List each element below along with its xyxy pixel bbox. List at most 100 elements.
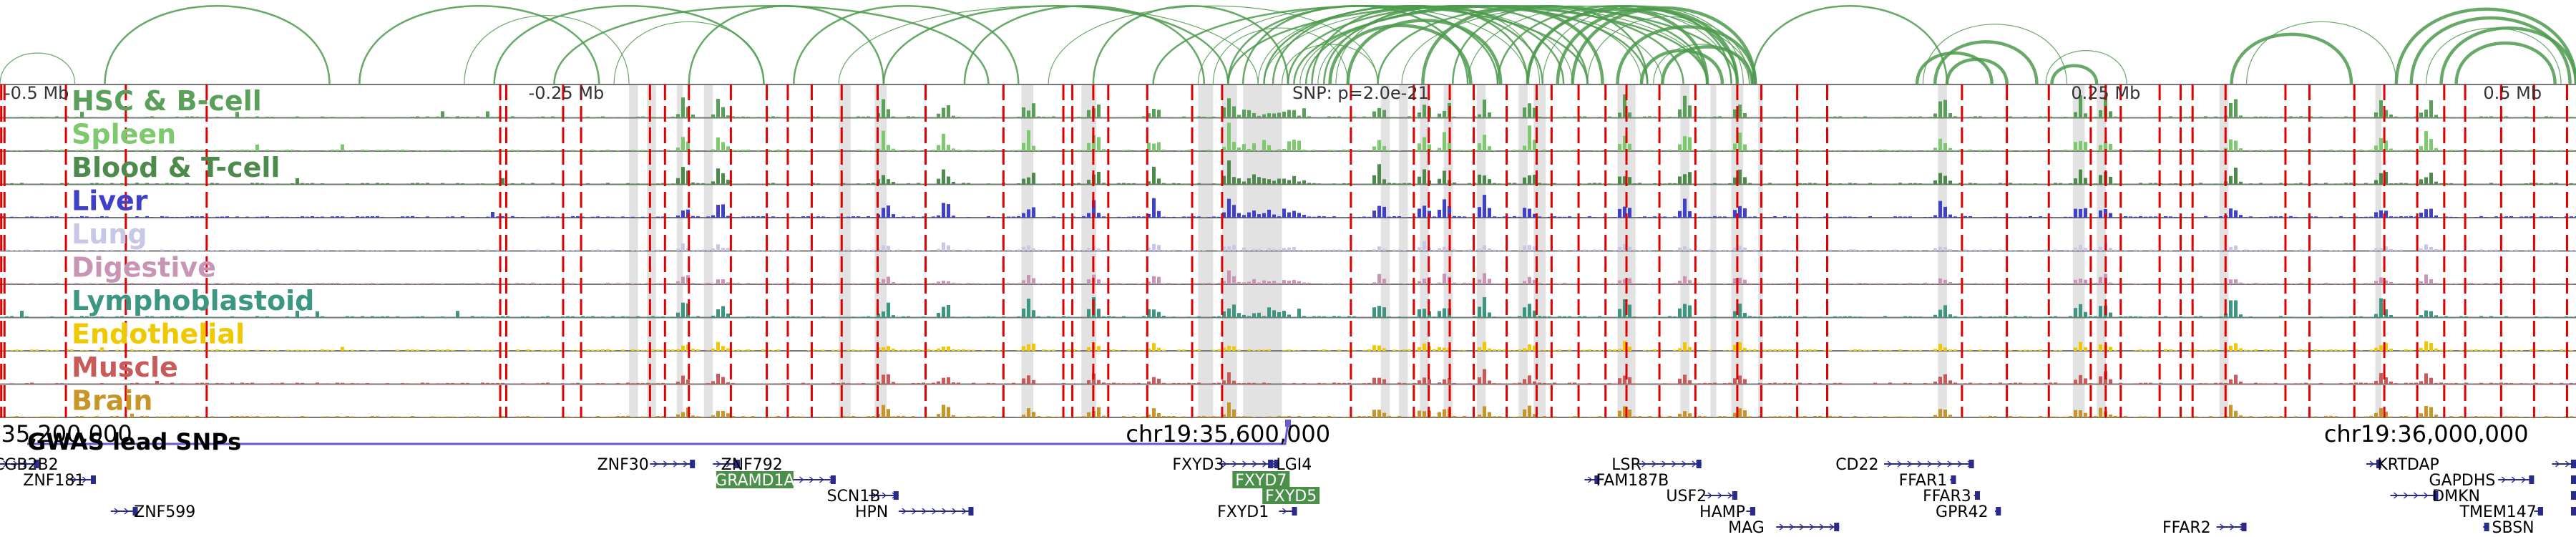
signal-bar [2449, 183, 2453, 185]
signal-bar [1382, 307, 1386, 318]
signal-bar [331, 349, 334, 351]
gene-ffar1[interactable]: FFAR1 [1899, 472, 1956, 490]
gene-exon [2571, 491, 2576, 500]
signal-bar [2099, 246, 2102, 251]
signal-bar [55, 150, 59, 151]
gene-ffar3[interactable]: FFAR3 [1923, 488, 1980, 505]
signal-bar [2494, 316, 2498, 318]
gene-etv2[interactable]: ETV2 [2571, 503, 2576, 521]
signal-bar [716, 279, 720, 284]
signal-bar [736, 349, 740, 351]
gene-fam187b[interactable]: FAM187B [1584, 472, 1669, 490]
signal-bar [1247, 212, 1251, 218]
signal-bar [2074, 248, 2077, 251]
signal-bar [676, 312, 680, 318]
gene-znf30[interactable]: ZNF30 [597, 456, 696, 474]
gene-znf599[interactable]: ZNF599 [110, 503, 195, 521]
signal-bar [887, 302, 890, 318]
signal-bar [631, 216, 635, 218]
signal-bar [1242, 110, 1246, 118]
gene-krtdap[interactable]: KRTDAP [2366, 456, 2439, 474]
gene-usf2[interactable]: USF2 [1666, 488, 1737, 505]
gene-hamp[interactable]: HAMP [1699, 503, 1756, 521]
signal-bar [526, 249, 530, 251]
signal-bar [45, 316, 49, 318]
gene-gapdhs[interactable]: GAPDHS [2429, 472, 2534, 490]
gene-fxyd5[interactable]: FXYD5 [1262, 487, 1320, 505]
signal-bar [1377, 205, 1381, 218]
signal-bar [30, 382, 34, 384]
gene-gpr42[interactable]: GPR42 [1936, 503, 2001, 521]
signal-bar [912, 216, 915, 218]
gene-hpn[interactable]: HPN [855, 503, 974, 521]
signal-bar [441, 150, 444, 151]
gene-upk1a[interactable]: UPK1A [2571, 472, 2576, 490]
signal-bar [1713, 382, 1717, 384]
signal-bar [947, 204, 950, 218]
signal-bar [2239, 250, 2243, 251]
signal-bar [957, 349, 960, 351]
signal-bar [421, 382, 424, 384]
gene-znf792[interactable]: ZNF792 [713, 456, 783, 474]
signal-bar [1543, 382, 1546, 384]
signal-bar [2069, 183, 2072, 185]
signal-bar [2409, 382, 2413, 384]
gene-cd22[interactable]: CD22 [1835, 456, 1974, 474]
signal-bar [2099, 344, 2102, 351]
signal-bar [2434, 115, 2438, 118]
signal-bar [1893, 183, 1897, 185]
gene-tmem147[interactable]: TMEM147 [2459, 503, 2543, 521]
gene-fxyd7[interactable]: FXYD7 [1232, 471, 1290, 490]
signal-bar [2069, 250, 2072, 251]
gene-ffar2[interactable]: FFAR2 [2162, 519, 2247, 537]
signal-bar [2154, 316, 2157, 318]
gene-lgi4[interactable]: LGI4 [1249, 456, 1312, 474]
signal-bar [145, 183, 149, 185]
gene-rbm42[interactable]: RBM42 [2571, 488, 2576, 505]
signal-bar [1327, 316, 1331, 318]
signal-bar [1943, 246, 1947, 251]
signal-bar [1022, 142, 1025, 151]
gene-dmkn[interactable]: DMKN [2390, 488, 2480, 505]
signal-bar [576, 249, 580, 251]
signal-bar [2514, 150, 2518, 151]
gene-label: ZNF181 [23, 472, 84, 490]
signal-bar [466, 382, 469, 384]
signal-bar [671, 316, 675, 318]
signal-bar [2344, 150, 2348, 151]
signal-bar [1773, 316, 1777, 318]
signal-bar [1543, 149, 1546, 151]
signal-bar [2249, 250, 2253, 251]
gene-mag[interactable]: MAG [1728, 519, 1840, 537]
gene-lsr[interactable]: LSR [1611, 456, 1702, 474]
signal-bar [456, 311, 459, 318]
signal-bar [731, 217, 735, 218]
signal-bar [1803, 283, 1807, 284]
signal-bar [2259, 383, 2263, 384]
signal-bar [661, 117, 665, 118]
signal-bar [731, 283, 735, 284]
signal-bar [80, 350, 84, 351]
signal-bar [25, 316, 29, 318]
gene-fxyd1[interactable]: FXYD1 [1217, 503, 1297, 521]
gene-scn1b[interactable]: SCN1B [827, 488, 899, 505]
signal-bar [441, 316, 444, 318]
signal-bar [286, 183, 289, 185]
gene-cox6b1[interactable]: COX6B1 [2571, 456, 2576, 474]
gene-gramd1a[interactable]: GRAMD1A [715, 471, 836, 490]
signal-bar [431, 283, 434, 284]
gene-scgb2b2[interactable]: SCGB2B2 [0, 456, 59, 474]
signal-bar [2409, 349, 2413, 351]
signal-bar [2439, 150, 2443, 151]
gene-label-highlight [1262, 487, 1320, 504]
signal-bar [566, 217, 570, 218]
signal-bar [1077, 250, 1080, 251]
signal-bar [2529, 249, 2533, 251]
gene-znf181[interactable]: ZNF181 [23, 472, 96, 490]
signal-bar [821, 216, 825, 218]
signal-bar [2534, 183, 2538, 185]
gene-sbsn[interactable]: SBSN [2483, 519, 2534, 537]
signal-bar [1853, 183, 1857, 185]
signal-bar [1893, 249, 1897, 251]
